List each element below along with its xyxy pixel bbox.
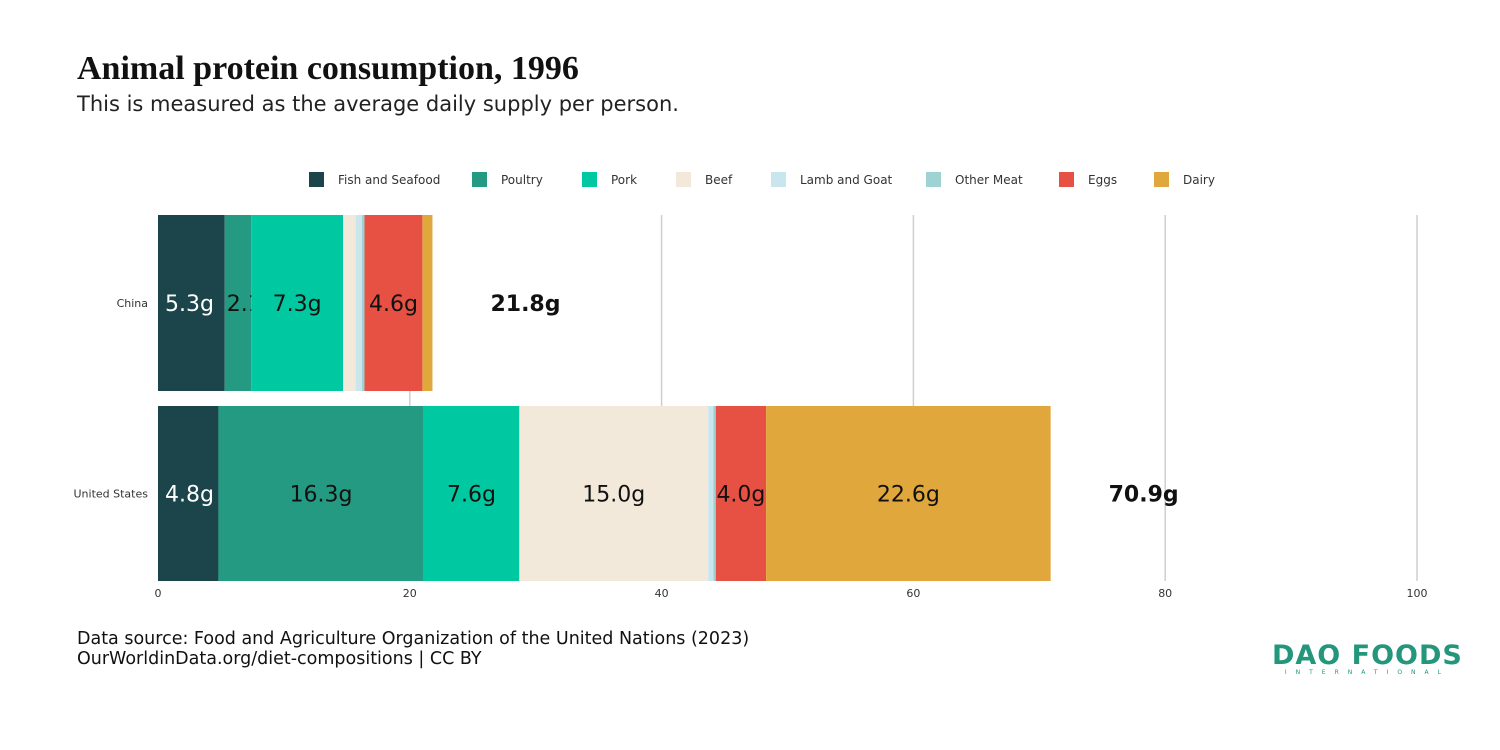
data-label: 22.6g [877, 483, 940, 508]
data-label: 4.6g [369, 292, 418, 317]
legend-label: Eggs [1088, 172, 1118, 187]
data-label: 5.3g [165, 292, 214, 317]
data-label: 4.8g [165, 483, 214, 508]
data-label: 7.6g [447, 483, 496, 508]
bar-segment [519, 406, 709, 581]
legend-label: Dairy [1183, 172, 1215, 187]
legend-label: Poultry [501, 172, 543, 187]
bar-segment [422, 215, 433, 391]
bar-segment [158, 215, 225, 391]
legend-item: Poultry [472, 172, 543, 187]
legend-label: Fish and Seafood [338, 172, 441, 187]
bar-segment [364, 215, 423, 391]
total-label: 70.9g [1109, 483, 1179, 508]
legend-label: Other Meat [955, 172, 1023, 187]
legend-swatch [926, 172, 941, 187]
legend-swatch [1059, 172, 1074, 187]
legend-label: Beef [705, 172, 733, 187]
legend-label: Pork [611, 172, 638, 187]
dao-foods-logo: DAO FOODS INTERNATIONAL [1272, 640, 1463, 676]
bar-segment [251, 215, 344, 391]
legend-item: Pork [582, 172, 637, 187]
total-label: 21.8g [490, 292, 560, 317]
x-tick-label: 80 [1158, 587, 1172, 600]
data-label: 15.0g [582, 483, 645, 508]
data-label: 4.0g [716, 483, 765, 508]
legend-swatch [676, 172, 691, 187]
bar-segment [708, 406, 714, 581]
source-note: Data source: Food and Agriculture Organi… [77, 629, 749, 669]
chart-title: Animal protein consumption, 1996 [77, 50, 579, 87]
bar-segment [224, 215, 252, 391]
legend-item: Dairy [1154, 172, 1215, 187]
legend-item: Fish and Seafood [309, 172, 440, 187]
data-label: 16.3g [290, 483, 353, 508]
legend-swatch [1154, 172, 1169, 187]
x-tick-label: 40 [655, 587, 669, 600]
legend: Fish and Seafood Poultry Pork Beef Lamb and … [0, 172, 1500, 194]
legend-swatch [771, 172, 786, 187]
bar-segment [423, 406, 520, 581]
legend-swatch [472, 172, 487, 187]
bar-segment [715, 406, 767, 581]
data-label: 7.3g [273, 292, 322, 317]
legend-swatch [309, 172, 324, 187]
category-label: United States [74, 488, 149, 501]
source-text: Data source: Food and Agriculture Organi… [77, 629, 750, 649]
bar-segment [713, 406, 716, 581]
category-label: China [117, 297, 148, 310]
legend-item: Eggs [1059, 172, 1117, 187]
bar-segment [361, 215, 365, 391]
bar-segment [343, 215, 356, 391]
chart-area: 020406080100China5.3g2.1g7.3g4.6g21.8gUn… [74, 215, 1428, 600]
logo-name: DAO FOODS [1272, 640, 1463, 671]
x-tick-label: 20 [403, 587, 417, 600]
bar-segment [218, 406, 424, 581]
legend-item: Lamb and Goat [771, 172, 892, 187]
x-tick-label: 100 [1407, 587, 1428, 600]
legend-item: Other Meat [926, 172, 1023, 187]
bar-segment [766, 406, 1051, 581]
legend-item: Beef [676, 172, 732, 187]
logo-sub: INTERNATIONAL [1284, 669, 1450, 676]
x-tick-label: 0 [155, 587, 162, 600]
chart-subtitle: This is measured as the average daily su… [77, 92, 679, 116]
bar-segment [158, 406, 219, 581]
legend-label: Lamb and Goat [800, 172, 893, 187]
bar-segment [355, 215, 362, 391]
x-tick-label: 60 [906, 587, 920, 600]
source-url: OurWorldinData.org/diet-compositions | C… [77, 649, 482, 669]
legend-swatch [582, 172, 597, 187]
